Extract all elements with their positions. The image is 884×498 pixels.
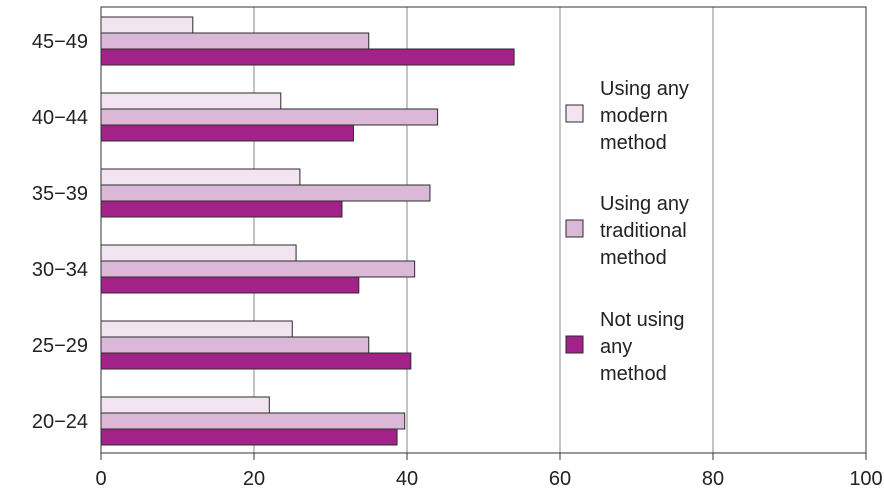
x-tick-label: 20 — [243, 468, 265, 490]
category-label: 25−29 — [32, 335, 88, 357]
legend-label-line: traditional — [600, 220, 687, 242]
bar-30−34-series-2 — [100, 276, 360, 294]
x-tick-label: 100 — [849, 468, 882, 490]
bar-40−44-series-1 — [100, 108, 439, 126]
legend-label-line: modern — [600, 105, 668, 127]
legend: Using any modern method Using any traditiona… — [565, 78, 689, 385]
legend-label-1: Using any traditional method — [600, 193, 689, 269]
bar-40−44-series-0 — [100, 92, 282, 110]
bar-30−34-series-1 — [100, 260, 416, 278]
bar-25−29-series-1 — [100, 336, 370, 354]
category-label: 45−49 — [32, 31, 88, 53]
bar-45−49-series-1 — [100, 32, 370, 50]
x-tick-label: 40 — [396, 468, 418, 490]
category-label: 35−39 — [32, 183, 88, 205]
legend-swatch-0 — [565, 104, 584, 123]
legend-label-line: Not using — [600, 309, 685, 331]
plot-frame — [100, 6, 867, 454]
bar-25−29-series-0 — [100, 320, 293, 338]
bar-35−39-series-0 — [100, 168, 301, 186]
bar-35−39-series-2 — [100, 200, 343, 218]
x-tick-label: 60 — [549, 468, 571, 490]
legend-swatch-2 — [565, 335, 584, 354]
legend-label-line: method — [600, 247, 667, 269]
bar-45−49-series-0 — [100, 16, 194, 34]
category-label: 20−24 — [32, 411, 88, 433]
x-tick-label: 80 — [702, 468, 724, 490]
bar-20−24-series-2 — [100, 428, 398, 446]
legend-label-line: Using any — [600, 193, 689, 215]
legend-label-line: Using any — [600, 78, 689, 100]
legend-label-line: method — [600, 363, 667, 385]
bar-40−44-series-2 — [100, 124, 354, 142]
bar-25−29-series-2 — [100, 352, 412, 370]
bars — [100, 16, 515, 446]
category-label: 40−44 — [32, 107, 88, 129]
category-label: 30−34 — [32, 259, 88, 281]
x-axis-ticks: 0 20 40 60 80 100 — [95, 453, 883, 490]
bar-35−39-series-1 — [100, 184, 431, 202]
bar-20−24-series-0 — [100, 396, 270, 414]
gridlines — [253, 7, 714, 453]
y-axis-category-labels: 45−49 40−44 35−39 30−34 25−29 20−24 — [32, 31, 88, 433]
bar-30−34-series-0 — [100, 244, 297, 262]
legend-label-line: any — [600, 336, 632, 358]
x-tick-label: 0 — [95, 468, 106, 490]
legend-label-line: method — [600, 132, 667, 154]
legend-label-2: Not using any method — [600, 309, 685, 385]
bar-20−24-series-1 — [100, 412, 406, 430]
bar-45−49-series-2 — [100, 48, 515, 66]
legend-swatch-1 — [565, 219, 584, 238]
legend-label-0: Using any modern method — [600, 78, 689, 154]
